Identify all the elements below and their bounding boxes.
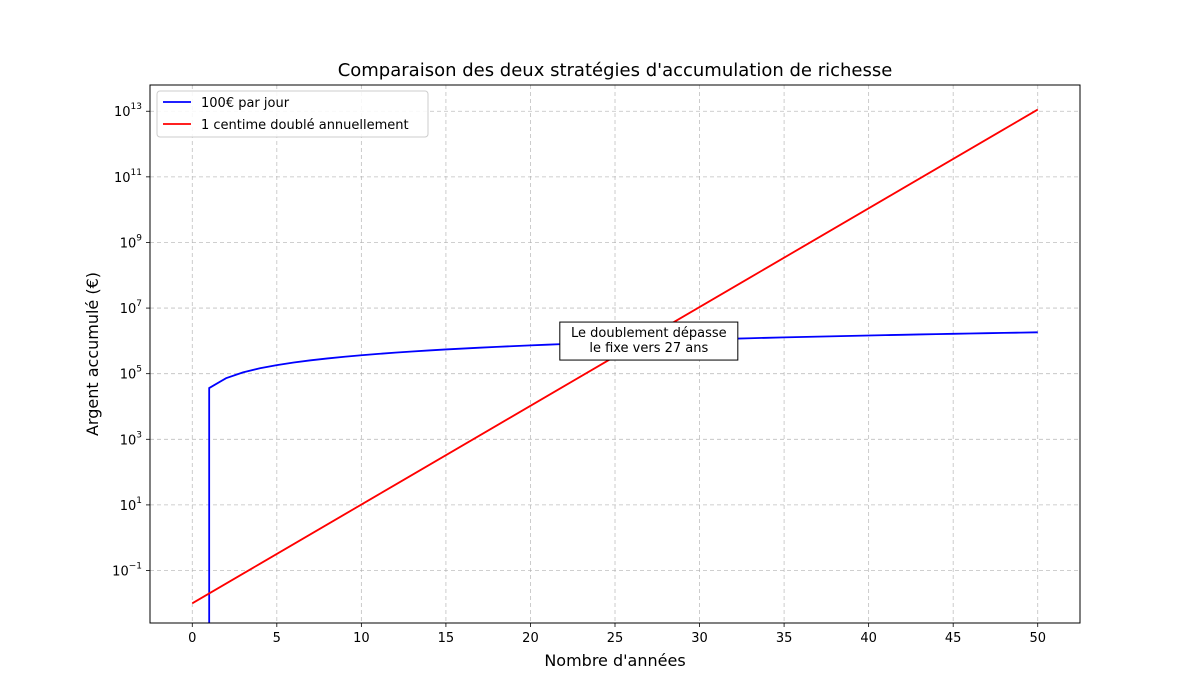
y-tick-label: 107 [120,299,142,317]
y-axis-label: Argent accumulé (€) [83,272,102,436]
legend-label-1: 100€ par jour [201,96,290,111]
x-tick-label: 10 [353,631,370,646]
annotation-box [559,321,739,361]
x-tick-label: 30 [691,631,708,646]
y-tick-label: 103 [120,430,142,448]
annotation-text: le fixe vers 27 ans [589,341,708,356]
legend-label-2: 1 centime doublé annuellement [201,118,409,133]
x-tick-label: 45 [945,631,962,646]
y-tick-label: 101 [120,496,142,514]
chart-title: Comparaison des deux stratégies d'accumu… [338,60,893,81]
y-tick-label: 1011 [114,168,142,186]
x-tick-label: 50 [1029,631,1046,646]
y-tick-label: 109 [120,233,143,251]
legend [156,90,429,138]
annotation-text: Le doublement dépasse [571,326,727,341]
x-tick-label: 35 [776,631,793,646]
x-tick-label: 0 [188,631,196,646]
x-tick-label: 25 [607,631,624,646]
y-tick-label: 10−1 [112,562,142,580]
y-tick-label: 105 [120,365,142,383]
x-axis-label: Nombre d'années [544,651,685,670]
plot-area-frame [149,84,1081,624]
y-tick-label: 1013 [114,102,142,120]
x-tick-label: 5 [273,631,281,646]
x-tick-label: 40 [860,631,877,646]
x-tick-label: 20 [522,631,539,646]
x-tick-label: 15 [438,631,455,646]
